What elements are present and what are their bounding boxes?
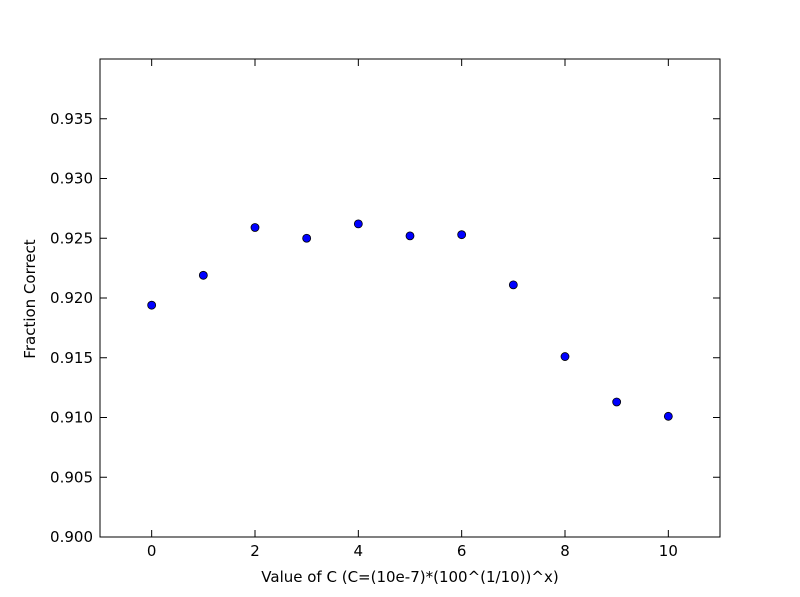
x-tick-label: 4 (354, 542, 364, 560)
plot-frame (99, 58, 721, 538)
data-point (147, 300, 157, 310)
x-tick-label: 8 (560, 542, 570, 560)
x-tick-label: 6 (457, 542, 467, 560)
y-tick-label: 0.910 (50, 409, 93, 427)
data-point (663, 411, 673, 421)
y-tick-label: 0.935 (50, 110, 93, 128)
data-point (457, 230, 467, 240)
data-point (560, 352, 570, 361)
data-point (612, 397, 622, 407)
x-axis-label: Value of C (C=(10e-7)*(100^(1/10))^x) (261, 568, 558, 586)
x-tick-label: 2 (250, 542, 260, 560)
y-tick-label: 0.925 (50, 229, 93, 247)
data-point (353, 219, 363, 229)
plot-area-border (99, 58, 721, 538)
data-point (405, 231, 415, 241)
data-point (302, 233, 312, 243)
ticks-layer: 0 2 4 6 8 10 0.900 0.905 0.910 0.915 0.920 0.925 0.9… (50, 59, 720, 560)
y-axis-label: Fraction Correct (21, 239, 39, 359)
y-tick-label: 0.905 (50, 468, 93, 486)
y-tick-label: 0.915 (50, 349, 93, 367)
data-point (250, 223, 260, 232)
x-tick-label: 10 (659, 542, 678, 560)
y-tick-label: 0.920 (50, 289, 93, 307)
y-tick-label: 0.930 (50, 170, 93, 188)
data-points (147, 219, 673, 421)
data-point (508, 280, 518, 290)
x-tick-label: 0 (147, 542, 157, 560)
y-tick-label: 0.900 (50, 528, 93, 546)
data-point (198, 270, 208, 280)
